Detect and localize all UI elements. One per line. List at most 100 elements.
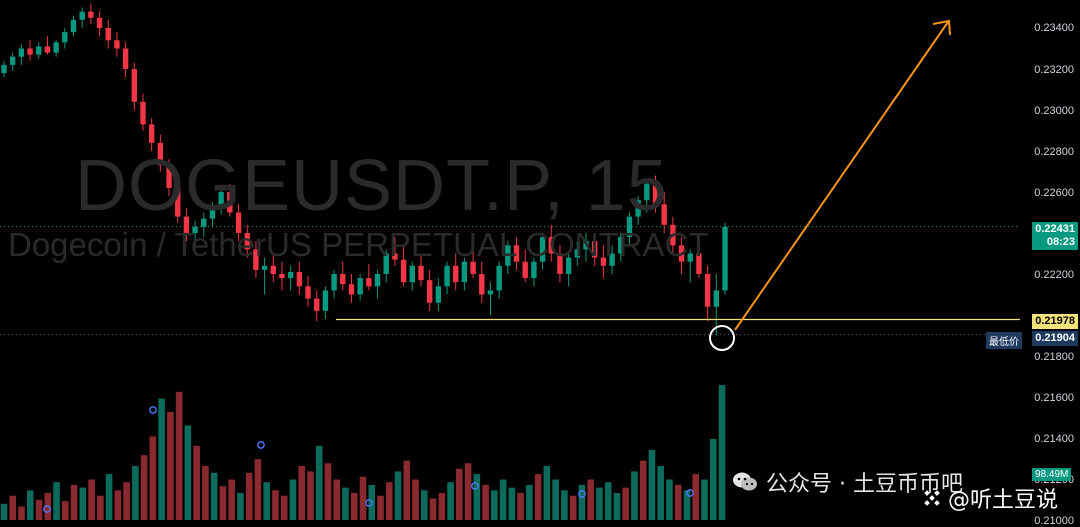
candle-body bbox=[496, 265, 502, 291]
volume-bar bbox=[307, 471, 314, 520]
low-price-label: 最低价 bbox=[986, 332, 1022, 349]
wechat-text: 公众号 · 土豆币币吧 bbox=[766, 472, 963, 497]
volume-bar bbox=[394, 471, 402, 520]
volume-bar bbox=[0, 503, 8, 520]
volume-bar bbox=[403, 460, 411, 520]
volume-bar bbox=[429, 498, 437, 520]
volume-bar bbox=[709, 439, 717, 520]
volume-bar bbox=[464, 463, 472, 520]
candle-body bbox=[409, 265, 415, 283]
candle-body bbox=[444, 265, 450, 287]
candle-body bbox=[18, 48, 25, 57]
candle-body bbox=[322, 290, 329, 311]
candle-body bbox=[44, 46, 51, 53]
volume-bar bbox=[342, 487, 349, 520]
volume-bar bbox=[202, 466, 209, 520]
volume-bar bbox=[622, 487, 629, 520]
candle-body bbox=[357, 278, 363, 295]
candle-body bbox=[9, 56, 16, 65]
volume-bar bbox=[298, 466, 305, 520]
volume-bar bbox=[438, 493, 446, 520]
candles bbox=[1, 3, 728, 336]
candle-body bbox=[435, 286, 442, 303]
volume-bar bbox=[219, 486, 227, 520]
credit-text: @听土豆说 bbox=[948, 488, 1059, 513]
volume-bar bbox=[70, 484, 78, 520]
low-circle bbox=[709, 325, 735, 351]
volume-bar bbox=[132, 466, 139, 520]
candle-body bbox=[36, 46, 42, 55]
candle-body bbox=[418, 265, 424, 281]
candle-body bbox=[261, 265, 268, 270]
volume-bar bbox=[666, 479, 673, 520]
candle-body bbox=[166, 165, 172, 188]
volume-bar bbox=[674, 484, 682, 520]
volume-bar bbox=[272, 490, 279, 520]
price-tick: 0.22600 bbox=[1034, 187, 1074, 199]
volume-bar bbox=[53, 482, 60, 520]
candle-body bbox=[635, 200, 641, 217]
volume-bar bbox=[280, 495, 288, 520]
volume-bar bbox=[718, 385, 726, 520]
candle-body bbox=[539, 237, 546, 262]
volume-bar bbox=[639, 460, 647, 520]
candle-body bbox=[574, 249, 581, 258]
volume-bar bbox=[350, 493, 358, 520]
volume-bar bbox=[149, 436, 157, 520]
candle-body bbox=[618, 237, 624, 254]
volume-bar bbox=[578, 484, 586, 520]
volume-label: 98.49M bbox=[1032, 468, 1072, 481]
volume-bar bbox=[482, 484, 489, 520]
candle-body bbox=[218, 192, 224, 209]
volume-bar bbox=[648, 449, 656, 520]
candle-body bbox=[27, 48, 33, 55]
volume-bar bbox=[123, 482, 130, 520]
price-tick: 0.23200 bbox=[1034, 64, 1074, 76]
price-tick: 0.23400 bbox=[1034, 22, 1074, 34]
candle-body bbox=[70, 19, 77, 33]
volume-bar bbox=[263, 482, 270, 520]
volume-bar bbox=[184, 425, 192, 520]
current-price: 0.22431 bbox=[1035, 223, 1075, 235]
volume-bar bbox=[552, 479, 559, 520]
candle-body bbox=[592, 241, 598, 258]
candle-body bbox=[244, 233, 250, 250]
current-price-tag: 0.22431 08:23 bbox=[1032, 222, 1078, 250]
volume-bar bbox=[193, 445, 200, 520]
candle-body bbox=[392, 253, 398, 260]
volume-bar bbox=[105, 474, 113, 520]
volume-bar bbox=[412, 479, 419, 520]
candle-body bbox=[235, 212, 242, 233]
price-axis[interactable]: 0.23400 0.23200 0.23000 0.22800 0.22600 … bbox=[1020, 0, 1080, 527]
volume-marker bbox=[471, 482, 479, 490]
volume-bars bbox=[0, 385, 726, 520]
volume-bar bbox=[333, 479, 341, 520]
price-tick: 0.21000 bbox=[1034, 515, 1074, 527]
volume-marker bbox=[365, 499, 373, 507]
volume-bar bbox=[561, 490, 568, 520]
candle-body bbox=[157, 142, 164, 166]
volume-bar bbox=[237, 493, 244, 520]
volume-bar bbox=[324, 463, 332, 520]
volume-bar bbox=[526, 484, 533, 520]
binance-icon bbox=[922, 488, 942, 508]
volume-marker bbox=[578, 490, 586, 498]
candle-body bbox=[175, 187, 181, 217]
candle-body bbox=[644, 183, 650, 201]
candle-body bbox=[201, 218, 207, 227]
level-price-tag: 0.21978 bbox=[1032, 314, 1078, 329]
volume-bar bbox=[228, 479, 235, 520]
volume-bar bbox=[499, 479, 507, 520]
candle-body bbox=[131, 69, 137, 102]
volume-bar bbox=[359, 476, 367, 520]
volume-bar bbox=[175, 391, 183, 520]
candle-body bbox=[678, 245, 685, 262]
symbol-watermark: DOGEUSDT.P, 15 bbox=[75, 146, 668, 226]
wechat-watermark: 公众号 · 土豆币币吧 bbox=[732, 466, 963, 498]
volume-bar bbox=[158, 398, 165, 520]
candle-body bbox=[183, 216, 190, 233]
volume-bar bbox=[683, 490, 691, 520]
candle-body bbox=[79, 11, 85, 20]
candle-body bbox=[227, 192, 233, 213]
